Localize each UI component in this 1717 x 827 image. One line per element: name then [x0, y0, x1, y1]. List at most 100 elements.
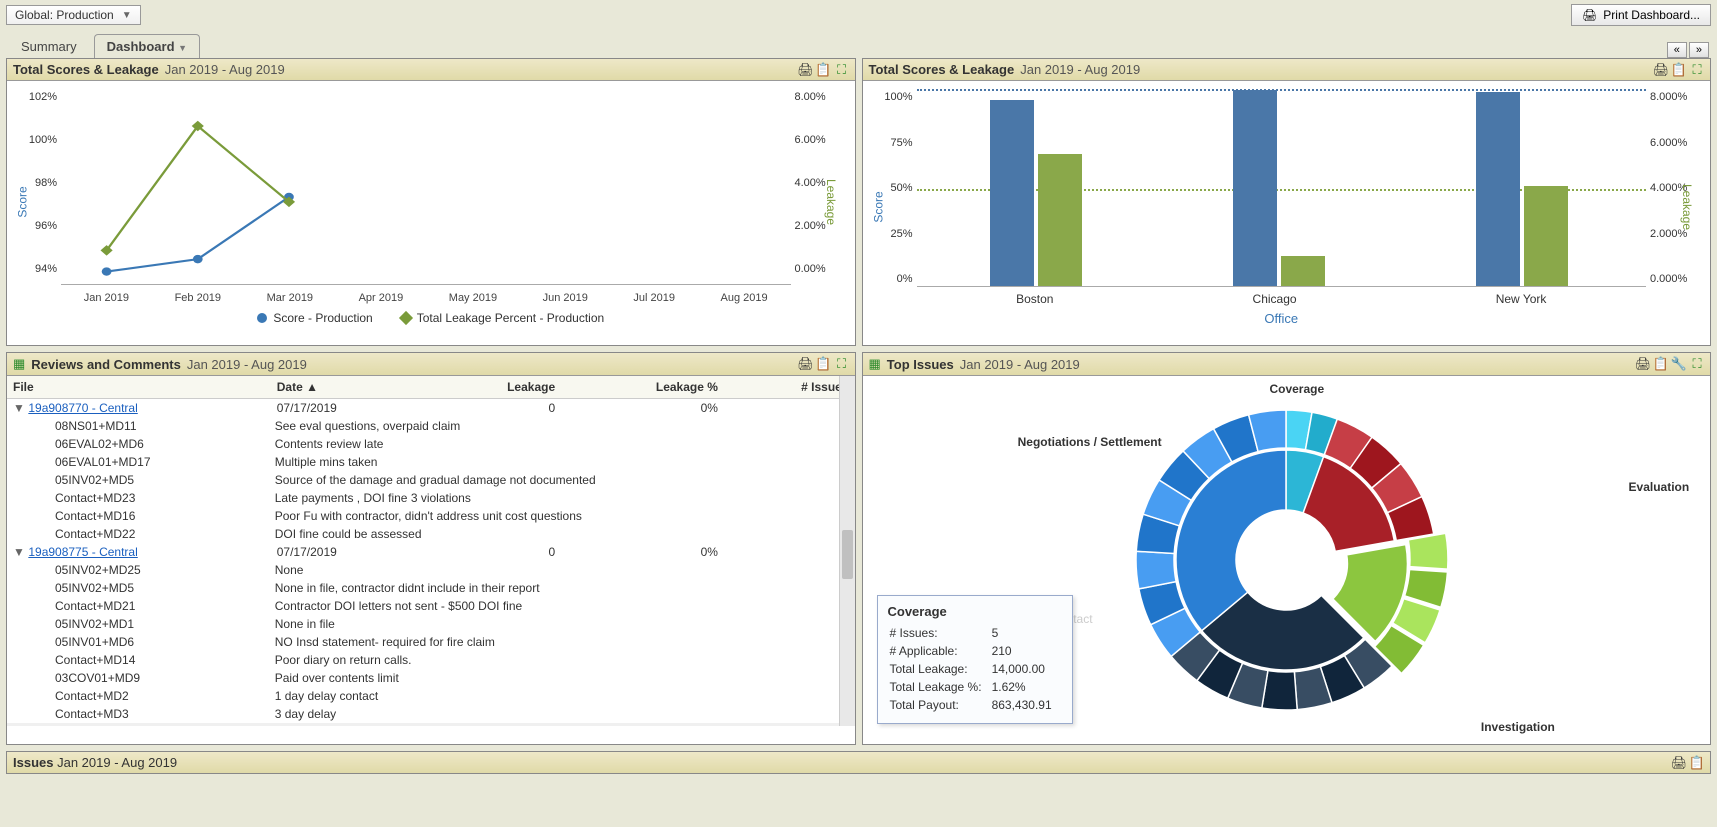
- table-detail-row[interactable]: Contact+MD16Poor Fu with contractor, did…: [7, 507, 855, 525]
- tab-menu-triangle-icon: ▼: [178, 43, 187, 53]
- tab-summary[interactable]: Summary: [8, 34, 90, 58]
- panel-title: Reviews and Comments: [31, 357, 181, 372]
- y-axis-left-label: Score: [871, 191, 885, 222]
- leakage-bar[interactable]: [1524, 186, 1568, 286]
- expander-icon[interactable]: ▼: [13, 725, 25, 726]
- y-axis-left-label: Score: [16, 186, 30, 217]
- col-leakage-pct[interactable]: Leakage %: [561, 376, 724, 399]
- settings-icon[interactable]: 🔧: [1672, 357, 1686, 371]
- copy-icon[interactable]: 📋: [1654, 357, 1668, 371]
- table-detail-row[interactable]: 06EVAL01+MD17Multiple mins taken: [7, 453, 855, 471]
- copy-icon[interactable]: 📋: [1690, 756, 1704, 770]
- panel-range: Jan 2019 - Aug 2019: [1020, 62, 1140, 77]
- file-link[interactable]: 19a908775 - Central: [28, 545, 137, 559]
- label-investigation: Investigation: [1481, 720, 1555, 734]
- leakage-bar[interactable]: [1281, 256, 1325, 286]
- legend-item[interactable]: Score - Production: [257, 311, 372, 325]
- issues-title: Issues: [13, 755, 53, 770]
- bar-group: [1233, 90, 1325, 286]
- table-detail-row[interactable]: 08NS01+MD11See eval questions, overpaid …: [7, 417, 855, 435]
- reviews-table: File Date ▲ Leakage Leakage % # Issues ▼…: [7, 376, 855, 726]
- table-detail-row[interactable]: Contact+MD21Contractor DOI letters not s…: [7, 597, 855, 615]
- table-detail-row[interactable]: 03COV01+MD9Paid over contents limit: [7, 669, 855, 687]
- y-axis-right-label: Leakage: [1680, 184, 1694, 230]
- sort-asc-icon: ▲: [306, 380, 318, 394]
- scrollbar-thumb[interactable]: [842, 530, 853, 579]
- chart-icon: ▦: [869, 356, 881, 372]
- print-icon[interactable]: 🖨: [799, 357, 813, 371]
- panel-bar-chart: Total Scores & Leakage Jan 2019 - Aug 20…: [862, 58, 1712, 346]
- copy-icon[interactable]: 📋: [1672, 63, 1686, 77]
- scope-dropdown[interactable]: Global: Production ▼: [6, 5, 141, 25]
- bar-group: [990, 100, 1082, 286]
- score-bar[interactable]: [1476, 92, 1520, 286]
- copy-icon[interactable]: 📋: [817, 357, 831, 371]
- table-detail-row[interactable]: Contact+MD33 day delay: [7, 705, 855, 723]
- leakage-bar[interactable]: [1038, 154, 1082, 287]
- panel-reviews: ▦ Reviews and Comments Jan 2019 - Aug 20…: [6, 352, 856, 745]
- donut-chart[interactable]: [1096, 380, 1476, 730]
- maximize-icon[interactable]: ⛶: [835, 357, 849, 371]
- donut-slice[interactable]: [1409, 533, 1449, 569]
- label-coverage: Coverage: [1269, 382, 1324, 396]
- tooltip-title: Coverage: [888, 604, 1062, 619]
- table-detail-row[interactable]: Contact+MD21 day delay contact: [7, 687, 855, 705]
- legend-item[interactable]: Total Leakage Percent - Production: [401, 311, 604, 325]
- expander-icon[interactable]: ▼: [13, 401, 25, 415]
- col-leakage[interactable]: Leakage: [429, 376, 561, 399]
- panel-title: Top Issues: [887, 357, 954, 372]
- dropdown-triangle-icon: ▼: [122, 10, 132, 21]
- maximize-icon[interactable]: ⛶: [835, 63, 849, 77]
- table-detail-row[interactable]: 05INV01+MD6NO Insd statement- required f…: [7, 633, 855, 651]
- bar-plot-area: BostonChicagoNew York Office: [917, 85, 1647, 287]
- print-icon[interactable]: 🖨: [1636, 357, 1650, 371]
- panel-title: Total Scores & Leakage: [13, 62, 159, 77]
- print-icon[interactable]: 🖨: [1654, 63, 1668, 77]
- col-file[interactable]: File: [7, 376, 271, 399]
- donut-slice[interactable]: [1136, 551, 1176, 589]
- table-detail-row[interactable]: 05INV02+MD25None: [7, 561, 855, 579]
- scrollbar[interactable]: [839, 376, 855, 726]
- expander-icon[interactable]: ▼: [13, 545, 25, 559]
- table-icon: ▦: [13, 356, 25, 372]
- x-axis-title: Office: [917, 311, 1647, 326]
- bar-group: [1476, 92, 1568, 286]
- table-group-row[interactable]: ▼ 19a908775 - Central07/17/201900%8: [7, 543, 855, 561]
- panel-range: Jan 2019 - Aug 2019: [165, 62, 285, 77]
- label-negotiations: Negotiations / Settlement: [1018, 435, 1162, 449]
- print-icon[interactable]: 🖨: [1672, 756, 1686, 770]
- table-detail-row[interactable]: Contact+MD23Late payments , DOI fine 3 v…: [7, 489, 855, 507]
- table-detail-row[interactable]: 05INV02+MD5Source of the damage and grad…: [7, 471, 855, 489]
- col-date[interactable]: Date ▲: [271, 376, 429, 399]
- col-issues[interactable]: # Issues: [724, 376, 855, 399]
- panel-top-issues: ▦ Top Issues Jan 2019 - Aug 2019 🖨 📋 🔧 ⛶…: [862, 352, 1712, 745]
- print-dashboard-button[interactable]: 🖨 Print Dashboard...: [1571, 4, 1711, 26]
- nav-prev-button[interactable]: «: [1667, 42, 1687, 58]
- panel-title: Total Scores & Leakage: [869, 62, 1015, 77]
- table-group-row[interactable]: ▼ 19a908770 - Central07/17/201900%8: [7, 399, 855, 418]
- maximize-icon[interactable]: ⛶: [1690, 63, 1704, 77]
- scope-label: Global: Production: [15, 8, 114, 22]
- table-detail-row[interactable]: 06EVAL02+MD6Contents review late: [7, 435, 855, 453]
- panel-issues-header[interactable]: Issues Jan 2019 - Aug 2019 🖨 📋: [6, 751, 1711, 774]
- tab-dashboard[interactable]: Dashboard ▼: [94, 34, 200, 58]
- table-detail-row[interactable]: 05INV02+MD1None in file: [7, 615, 855, 633]
- score-bar[interactable]: [1233, 90, 1277, 286]
- table-detail-row[interactable]: Contact+MD14Poor diary on return calls.: [7, 651, 855, 669]
- y-axis-right-label: Leakage: [824, 179, 838, 225]
- print-icon[interactable]: 🖨: [799, 63, 813, 77]
- file-link[interactable]: 19a908782 - Central: [28, 725, 137, 726]
- file-link[interactable]: 19a908770 - Central: [28, 401, 137, 415]
- panel-range: Jan 2019 - Aug 2019: [187, 357, 307, 372]
- table-group-row[interactable]: ▼ 19a908782 - Central07/17/201900%0: [7, 723, 855, 726]
- issues-range: Jan 2019 - Aug 2019: [57, 755, 177, 770]
- copy-icon[interactable]: 📋: [817, 63, 831, 77]
- table-detail-row[interactable]: Contact+MD22DOI fine could be assessed: [7, 525, 855, 543]
- nav-next-button[interactable]: »: [1689, 42, 1709, 58]
- line-plot-area: Jan 2019Feb 2019Mar 2019Apr 2019May 2019…: [61, 85, 791, 285]
- table-detail-row[interactable]: 05INV02+MD5None in file, contractor didn…: [7, 579, 855, 597]
- printer-icon: 🖨: [1582, 8, 1597, 22]
- score-bar[interactable]: [990, 100, 1034, 286]
- maximize-icon[interactable]: ⛶: [1690, 357, 1704, 371]
- panel-line-chart: Total Scores & Leakage Jan 2019 - Aug 20…: [6, 58, 856, 346]
